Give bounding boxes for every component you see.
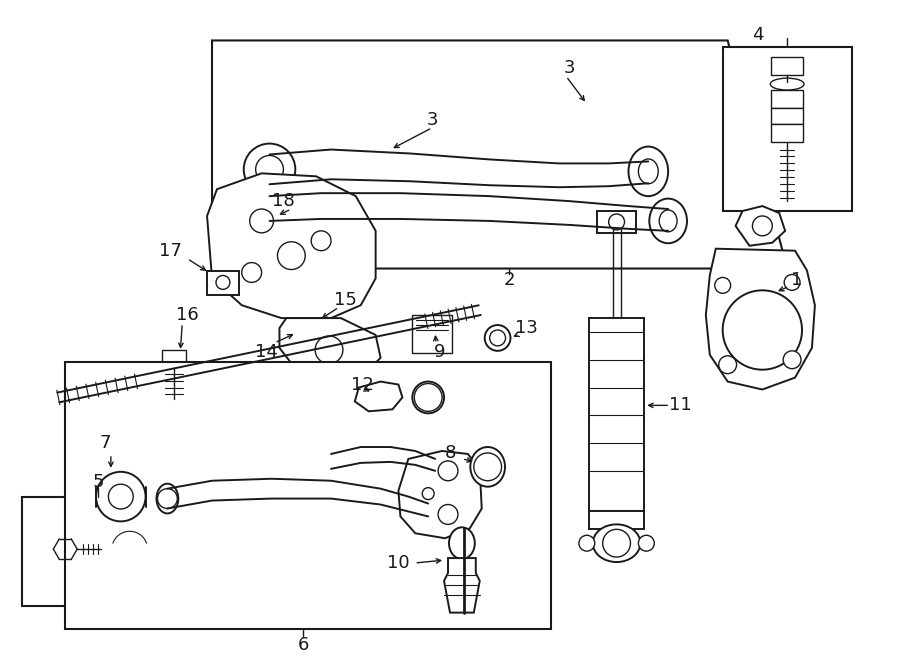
Circle shape <box>715 278 731 293</box>
Ellipse shape <box>244 143 295 195</box>
Text: 13: 13 <box>515 319 538 337</box>
Ellipse shape <box>659 210 677 232</box>
Circle shape <box>438 461 458 481</box>
Ellipse shape <box>628 147 668 196</box>
FancyBboxPatch shape <box>162 350 186 368</box>
Text: 10: 10 <box>387 554 410 572</box>
Ellipse shape <box>471 447 505 486</box>
Ellipse shape <box>770 78 804 90</box>
FancyBboxPatch shape <box>771 58 803 75</box>
Bar <box>597 211 636 233</box>
Text: 5: 5 <box>92 473 104 490</box>
Polygon shape <box>399 451 482 538</box>
Ellipse shape <box>108 485 133 509</box>
Text: 11: 11 <box>669 397 691 414</box>
Bar <box>771 124 803 141</box>
Circle shape <box>249 209 274 233</box>
Circle shape <box>784 274 800 290</box>
Circle shape <box>603 529 631 557</box>
Circle shape <box>638 535 654 551</box>
Circle shape <box>608 214 625 230</box>
Polygon shape <box>735 206 785 246</box>
Polygon shape <box>279 318 381 381</box>
Polygon shape <box>108 527 155 567</box>
Circle shape <box>277 242 305 270</box>
Polygon shape <box>706 249 814 389</box>
Circle shape <box>473 453 501 481</box>
Text: 7: 7 <box>99 434 111 452</box>
Ellipse shape <box>593 524 641 562</box>
Text: 8: 8 <box>445 444 455 462</box>
Ellipse shape <box>96 472 146 522</box>
Polygon shape <box>207 173 375 318</box>
Circle shape <box>216 276 230 290</box>
Text: 3: 3 <box>427 111 438 129</box>
Circle shape <box>315 336 343 364</box>
Circle shape <box>242 262 262 282</box>
Bar <box>723 48 851 211</box>
Text: 16: 16 <box>176 306 199 324</box>
Bar <box>771 90 803 108</box>
Text: 4: 4 <box>752 26 763 44</box>
Ellipse shape <box>157 484 178 514</box>
Circle shape <box>579 535 595 551</box>
Bar <box>207 270 238 295</box>
Text: 17: 17 <box>159 242 182 260</box>
Polygon shape <box>355 381 402 411</box>
Bar <box>771 108 803 124</box>
Bar <box>66 362 551 629</box>
Circle shape <box>414 383 442 411</box>
Bar <box>22 496 176 605</box>
Bar <box>589 318 644 512</box>
Text: 1: 1 <box>791 272 803 290</box>
Ellipse shape <box>638 159 658 184</box>
Text: 9: 9 <box>435 343 446 361</box>
Bar <box>589 512 644 529</box>
Circle shape <box>490 330 506 346</box>
Polygon shape <box>212 40 788 268</box>
Ellipse shape <box>449 527 475 559</box>
Text: 18: 18 <box>272 192 295 210</box>
Ellipse shape <box>649 198 687 243</box>
Text: 3: 3 <box>563 59 575 77</box>
Text: 6: 6 <box>298 637 309 654</box>
Circle shape <box>719 356 736 373</box>
Ellipse shape <box>248 191 292 231</box>
Ellipse shape <box>258 201 281 221</box>
Circle shape <box>422 488 434 500</box>
Polygon shape <box>444 558 480 613</box>
Ellipse shape <box>256 155 284 183</box>
Circle shape <box>311 231 331 251</box>
Ellipse shape <box>485 325 510 351</box>
Text: 15: 15 <box>335 292 357 309</box>
Text: 12: 12 <box>351 375 374 393</box>
Bar <box>412 315 452 353</box>
Circle shape <box>129 538 140 550</box>
Circle shape <box>438 504 458 524</box>
Circle shape <box>783 351 801 369</box>
Circle shape <box>723 290 802 369</box>
Circle shape <box>158 488 177 508</box>
Text: 2: 2 <box>504 272 515 290</box>
Text: 14: 14 <box>255 343 278 361</box>
Circle shape <box>752 216 772 236</box>
Ellipse shape <box>412 381 444 413</box>
